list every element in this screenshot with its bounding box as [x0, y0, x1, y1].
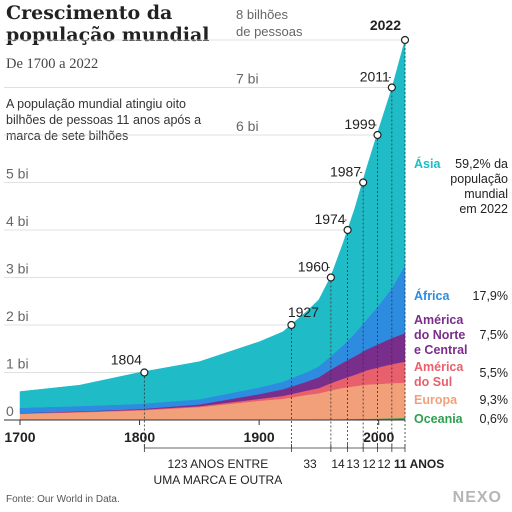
x-tick-label: 1700 — [4, 429, 35, 445]
interval-label: 12 — [377, 457, 391, 471]
milestone-dot — [140, 368, 149, 377]
y-tick-label: 3 bi — [6, 261, 29, 277]
interval-label: 33 — [303, 457, 317, 471]
legend-share: 5,5% — [480, 366, 509, 380]
milestone-dot — [359, 178, 368, 187]
milestone-year: 1960 — [298, 259, 329, 275]
interval-label: 11 ANOS — [394, 457, 444, 471]
milestone-year: 1987 — [330, 164, 361, 180]
legend-label: Europa — [414, 393, 458, 407]
milestone-dot — [326, 273, 335, 282]
legend-share: 17,9% — [473, 289, 508, 303]
legend-share: 0,6% — [480, 412, 509, 426]
source-note: Fonte: Our World in Data. — [6, 494, 120, 505]
legend-label: Ásia — [414, 156, 441, 171]
legend-share: 7,5% — [480, 328, 509, 342]
legend-share-note: em 2022 — [459, 202, 508, 216]
y-tick-label: 0 — [6, 403, 14, 419]
chart-subtitle: De 1700 a 2022 — [6, 56, 99, 72]
legend-share-note: população — [450, 172, 508, 186]
legend-label: do Norte — [414, 328, 465, 342]
y-tick-label: 1 bi — [6, 356, 29, 372]
milestone-year: 2022 — [370, 17, 401, 33]
milestone-year: 1804 — [111, 352, 142, 368]
x-tick-label: 1800 — [124, 429, 155, 445]
milestone-dot — [373, 130, 382, 140]
legend-share-note: mundial — [464, 187, 508, 201]
chart-title: Crescimento da população mundial — [6, 2, 210, 46]
milestone-dot — [343, 225, 352, 235]
y-tick-label: 6 bi — [236, 118, 259, 134]
legend-label: América — [414, 313, 464, 327]
milestone-year: 1927 — [288, 304, 319, 320]
x-tick-label: 1900 — [244, 429, 275, 445]
legend-share: 59,2% da — [455, 157, 508, 171]
milestone-dot — [287, 320, 296, 330]
y-tick-label: 8 bilhões — [236, 7, 289, 22]
milestone-year: 2011 — [360, 69, 390, 85]
y-tick-label: 7 bi — [236, 71, 259, 87]
interval-label: 13 — [346, 457, 360, 471]
interval-label: 12 — [362, 457, 376, 471]
interval-label: 14 — [331, 457, 345, 471]
chart-annotation: A população mundial atingiu oito bilhões… — [6, 97, 202, 143]
milestone-dot — [400, 35, 410, 45]
y-tick-label: 4 bi — [6, 213, 29, 229]
nexo-logo: NEXO — [452, 489, 502, 506]
legend-label: e Central — [414, 343, 468, 357]
legend-label: Oceania — [414, 412, 464, 426]
y-tick-label: 2 bi — [6, 308, 29, 324]
y-tick-label: de pessoas — [236, 24, 303, 39]
milestone-year: 1974 — [314, 211, 345, 227]
x-tick-label: 2000 — [363, 429, 394, 445]
legend-label: do Sul — [414, 375, 452, 389]
interval-label: 123 ANOS ENTRE — [168, 457, 269, 471]
legend-label: América — [414, 360, 464, 374]
interval-label: UMA MARCA E OUTRA — [154, 473, 283, 487]
milestone-year: 1999 — [344, 116, 375, 132]
y-tick-label: 5 bi — [6, 166, 29, 182]
legend-share: 9,3% — [480, 393, 509, 407]
milestone-dot — [387, 83, 396, 92]
legend-label: África — [414, 288, 450, 303]
